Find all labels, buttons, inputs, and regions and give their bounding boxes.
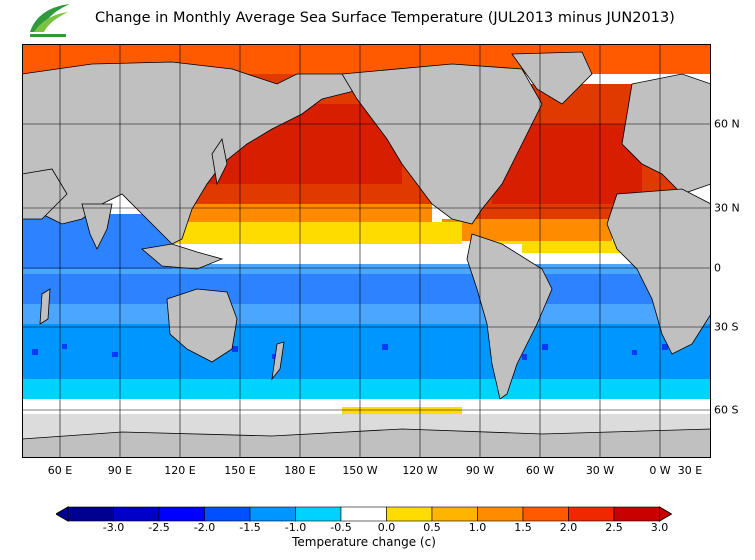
lon-label-150e: 150 E — [224, 464, 256, 477]
colorbar-arrow-right — [659, 506, 673, 522]
colorbar-swatch — [386, 506, 433, 522]
land-madagascar — [39, 288, 51, 325]
land-greenland — [511, 51, 593, 105]
sst-map — [22, 44, 711, 458]
lon-label-120e: 120 E — [164, 464, 196, 477]
lon-label-150w: 150 W — [342, 464, 378, 477]
land-india — [81, 203, 113, 250]
colorbar-tick-label: 0.5 — [423, 521, 441, 534]
lon-label-0w: 0 W — [649, 464, 671, 477]
colorbar-swatch — [113, 506, 160, 522]
land-arabia — [22, 168, 68, 220]
lon-label-180e: 180 E — [284, 464, 316, 477]
colorbar-swatch — [568, 506, 615, 522]
colorbar-tick-label: 3.0 — [650, 521, 669, 534]
colorbar-swatch — [340, 506, 387, 522]
land-south-america — [466, 233, 553, 400]
lon-label-30e: 30 E — [677, 464, 703, 477]
colorbar-tick-label: -2.5 — [148, 521, 170, 534]
lon-label-90e: 90 E — [107, 464, 133, 477]
land-masses — [22, 51, 711, 458]
colorbar-swatch — [158, 506, 205, 522]
colorbar-tick-label: 1.0 — [468, 521, 487, 534]
colorbar-tick-label: -2.0 — [193, 521, 216, 534]
colorbar-swatch — [295, 506, 342, 522]
land-australia — [166, 288, 238, 363]
colorbar-tick-label: 0.0 — [377, 521, 396, 534]
colorbar-arrow-left — [55, 506, 69, 522]
colorbar-swatch — [613, 506, 660, 522]
chart-title: Change in Monthly Average Sea Surface Te… — [95, 10, 675, 26]
map-gridlines — [22, 44, 711, 458]
land-africa — [606, 188, 711, 355]
colorbar-swatch — [477, 506, 524, 522]
colorbar-swatch — [204, 506, 251, 522]
land-europe — [621, 73, 711, 195]
colorbar-tick-label: 2.0 — [559, 521, 578, 534]
colorbar-swatch — [249, 506, 296, 522]
lon-label-120w: 120 W — [402, 464, 438, 477]
colorbar-label: Temperature change (c) — [292, 535, 436, 549]
colorbar-tick-label: 1.5 — [514, 521, 532, 534]
land-north-america — [341, 63, 543, 225]
lat-label-30n: 30 N — [714, 201, 740, 215]
land-japan — [211, 137, 228, 186]
colorbar-swatch — [522, 506, 569, 522]
lon-label-90w: 90 W — [465, 464, 495, 477]
colorbar-tick-label: 2.5 — [605, 521, 623, 534]
colorbar-tick-label: -0.5 — [330, 521, 352, 534]
colorbar-tick-label: -1.0 — [284, 521, 307, 534]
lon-label-30w: 30 W — [585, 464, 615, 477]
land-new-zealand — [271, 341, 285, 381]
observatory-logo — [26, 2, 74, 40]
lat-label-60s: 60 S — [714, 403, 739, 417]
lon-label-60w: 60 W — [525, 464, 555, 477]
lat-label-60n: 60 N — [714, 117, 740, 131]
land-antarctica — [22, 428, 711, 458]
colorbar-swatch — [67, 506, 114, 522]
colorbar — [55, 506, 673, 526]
colorbar-tick-label: -1.5 — [239, 521, 261, 534]
colorbar-tick-label: -3.0 — [102, 521, 125, 534]
lon-label-60e: 60 E — [47, 464, 73, 477]
colorbar-swatch — [431, 506, 478, 522]
land-indonesia — [141, 243, 224, 270]
lat-label-0: 0 — [714, 261, 721, 275]
lat-label-30s: 30 S — [714, 320, 739, 334]
